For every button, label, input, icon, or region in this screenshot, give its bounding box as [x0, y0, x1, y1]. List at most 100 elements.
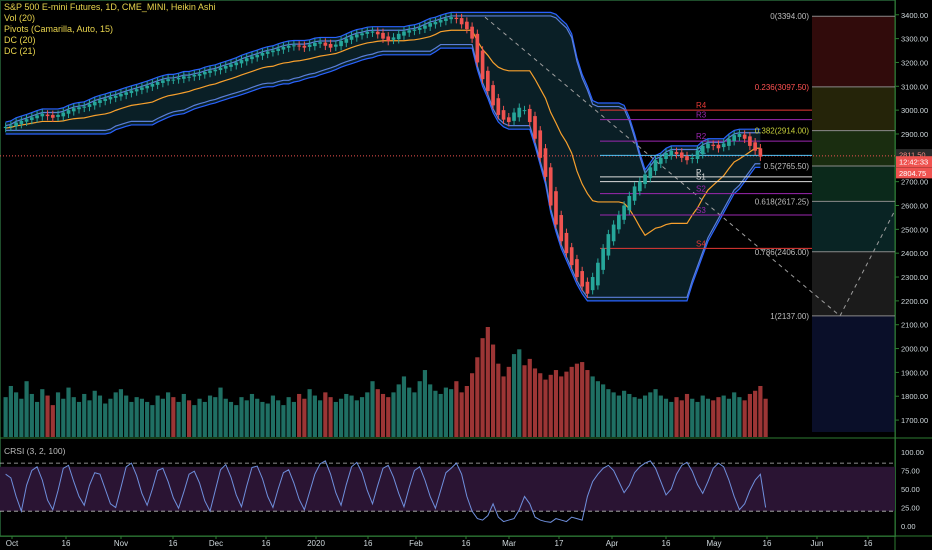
candle-body: [386, 36, 391, 41]
volume-bar: [202, 401, 207, 437]
volume-bar: [291, 401, 296, 437]
candle-body: [197, 73, 202, 76]
volume-bar: [753, 390, 758, 437]
volume-bar: [616, 395, 621, 437]
candle-body: [360, 33, 364, 36]
candle-body: [87, 104, 92, 107]
volume-bar: [459, 392, 464, 437]
candle-body: [98, 100, 102, 103]
legend-dc20[interactable]: DC (20): [4, 35, 36, 45]
candle-body: [14, 122, 18, 127]
candle-body: [208, 70, 212, 73]
volume-bar: [496, 363, 501, 437]
volume-bar: [192, 405, 197, 437]
volume-bar: [653, 389, 658, 437]
candle-body: [260, 52, 265, 56]
candle-body: [512, 112, 516, 121]
candle-body: [748, 136, 752, 146]
candle-body: [66, 110, 71, 114]
candle-body: [234, 62, 239, 66]
volume-bar: [213, 397, 218, 437]
x-tick-label: Jun: [811, 539, 824, 548]
trend-line: [839, 210, 896, 317]
crsi-band: [0, 466, 895, 512]
candle-body: [349, 36, 354, 40]
volume-bar: [737, 397, 742, 437]
candle-body: [506, 117, 511, 123]
legend: S&P 500 E-mini Futures, 1D, CME_MINI, He…: [4, 2, 215, 57]
candle-body: [470, 26, 474, 39]
volume-bar: [637, 398, 642, 437]
candle-body: [271, 50, 275, 53]
volume-bar: [145, 401, 150, 437]
candle-body: [758, 148, 763, 157]
candle-body: [685, 156, 689, 161]
volume-bar: [344, 393, 349, 437]
legend-symbol[interactable]: S&P 500 E-mini Futures, 1D, CME_MINI, He…: [4, 2, 216, 12]
crsi-line: [5, 460, 767, 523]
x-tick-label: 17: [555, 539, 564, 548]
donchian-fill: [5, 12, 761, 301]
volume-bar: [490, 344, 496, 437]
candle-body: [711, 144, 716, 146]
volume-bar: [349, 395, 354, 437]
candle-body: [108, 97, 113, 100]
candle-body: [302, 45, 307, 48]
candle-body: [480, 50, 485, 80]
volume-bar: [375, 389, 380, 437]
candle-body: [29, 117, 34, 121]
volume-bar: [669, 401, 674, 437]
candle-body: [459, 18, 464, 25]
candle-body: [669, 150, 674, 156]
volume-bar: [29, 393, 34, 437]
volume-bar: [522, 365, 527, 437]
volume-bar: [690, 398, 695, 437]
volume-bar: [480, 338, 485, 437]
volume-bar: [207, 395, 213, 437]
volume-bar: [312, 395, 317, 437]
x-tick-label: Feb: [409, 539, 423, 548]
candle-body: [145, 85, 149, 89]
volume-bar: [705, 398, 711, 437]
candle-body: [77, 107, 81, 110]
fib-label: 0.786(2406.00): [755, 248, 810, 257]
volume-bar: [61, 398, 66, 437]
volume-bar: [338, 398, 344, 437]
candle-body: [103, 98, 108, 101]
candle-body: [611, 224, 616, 242]
y-tick-label: 2700.00: [901, 178, 928, 187]
pivot-label: R3: [696, 111, 707, 120]
candle-body: [229, 64, 233, 67]
candle-body: [119, 93, 123, 97]
volume-bar: [648, 392, 653, 437]
volume-bar: [186, 400, 192, 437]
volume-bar: [511, 354, 517, 437]
volume-bar: [281, 405, 286, 437]
candle-body: [155, 82, 160, 85]
volume-bar: [255, 398, 260, 437]
pivot-label: R4: [696, 101, 707, 110]
volume-bar: [391, 392, 396, 437]
candle-body: [255, 54, 260, 58]
volume-bar: [297, 393, 302, 437]
donchian21-lower: [5, 43, 761, 298]
candle-body: [35, 115, 39, 119]
legend-pivots[interactable]: Pivots (Camarilla, Auto, 15): [4, 24, 114, 34]
candle-body: [50, 114, 55, 118]
candle-body: [753, 142, 757, 151]
legend-dc21[interactable]: DC (21): [4, 46, 36, 56]
volume-bar: [543, 379, 548, 437]
candle-body: [674, 151, 679, 155]
volume-bar: [354, 400, 359, 437]
candle-body: [569, 247, 574, 266]
volume-bar: [139, 398, 144, 437]
candle-body: [465, 21, 469, 30]
legend-vol[interactable]: Vol (20): [4, 13, 36, 23]
volume-bar: [359, 397, 365, 437]
candle-body: [24, 119, 29, 122]
volume-bar: [302, 398, 307, 437]
volume-bar: [417, 381, 422, 437]
candle-body: [113, 95, 118, 98]
volume-bar: [113, 392, 118, 437]
